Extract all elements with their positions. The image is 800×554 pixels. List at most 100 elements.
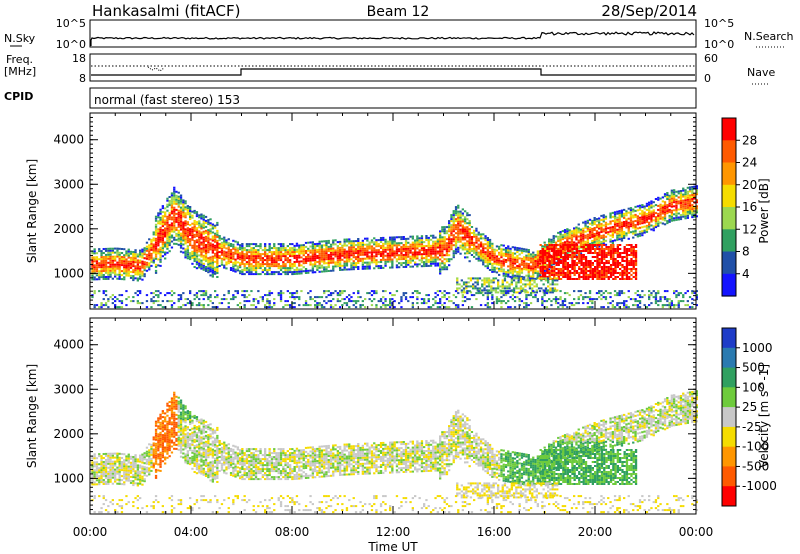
heatmap-cell — [591, 264, 594, 266]
heatmap-cell — [445, 258, 449, 261]
heatmap-cell — [507, 275, 510, 278]
heatmap-cell — [634, 230, 637, 232]
heatmap-cell — [245, 271, 249, 274]
heatmap-cell — [481, 285, 484, 288]
heatmap-cell — [350, 248, 353, 251]
heatmap-cell — [343, 254, 346, 257]
heatmap-cell — [448, 254, 451, 257]
heatmap-cell — [661, 200, 664, 203]
heatmap-cell — [439, 264, 442, 267]
heatmap-cell — [320, 270, 324, 273]
heatmap-cell — [513, 262, 517, 265]
heatmap-cell — [598, 225, 601, 228]
heatmap-cell — [461, 236, 464, 239]
heatmap-cell — [279, 298, 283, 301]
heatmap-cell — [459, 228, 462, 231]
heatmap-cell — [261, 265, 264, 268]
heatmap-cell — [207, 257, 210, 260]
heatmap-cell — [562, 256, 565, 258]
heatmap-cell — [488, 242, 492, 245]
heatmap-cell — [348, 268, 351, 271]
heatmap-cell — [118, 271, 121, 274]
heatmap-cell — [498, 267, 501, 270]
heatmap-cell — [525, 296, 528, 299]
heatmap-cell — [111, 271, 114, 274]
heatmap-cell — [486, 239, 489, 241]
heatmap-cell — [304, 304, 308, 307]
heatmap-cell — [500, 300, 503, 303]
heatmap-cell — [623, 272, 626, 274]
heatmap-cell — [454, 220, 458, 223]
heatmap-cell — [648, 211, 651, 214]
heatmap-cell — [350, 266, 353, 269]
heatmap-cell — [420, 259, 424, 262]
heatmap-cell — [389, 304, 392, 307]
heatmap-cell — [400, 258, 403, 261]
heatmap-cell — [384, 258, 387, 261]
heatmap-cell — [464, 234, 467, 237]
heatmap-cell — [661, 218, 664, 221]
heatmap-cell — [492, 277, 495, 280]
heatmap-cell — [573, 268, 576, 270]
heatmap-cell — [102, 270, 105, 272]
heatmap-cell — [173, 206, 176, 209]
heatmap-cell — [125, 258, 128, 261]
heatmap-cell — [502, 274, 505, 277]
heatmap-cell — [154, 249, 158, 252]
heatmap-cell — [584, 240, 587, 243]
heatmap-cell — [161, 239, 164, 242]
heatmap-cell — [154, 237, 158, 240]
heatmap-cell — [179, 234, 183, 237]
heatmap-cell — [555, 258, 558, 260]
heatmap-cell — [141, 270, 144, 273]
heatmap-cell — [189, 240, 192, 243]
heatmap-cell — [588, 232, 592, 235]
heatmap-cell — [582, 272, 585, 274]
heatmap-cell — [284, 265, 287, 268]
heatmap-cell — [275, 259, 278, 262]
heatmap-cell — [393, 238, 396, 241]
heatmap-cell — [98, 290, 101, 293]
heatmap-cell — [582, 268, 585, 270]
heatmap-cell — [548, 270, 551, 272]
heatmap-cell — [628, 264, 631, 266]
heatmap-cell — [214, 256, 217, 259]
heatmap-cell — [470, 226, 474, 228]
heatmap-cell — [486, 257, 489, 260]
heatmap-cell — [173, 222, 176, 225]
heatmap-cell — [616, 250, 619, 252]
heatmap-cell — [111, 294, 114, 297]
heatmap-cell — [209, 268, 212, 271]
heatmap-cell — [395, 254, 399, 257]
heatmap-cell — [100, 268, 103, 271]
heatmap-cell — [357, 268, 360, 270]
heatmap-cell — [277, 267, 280, 270]
heatmap-cell — [186, 229, 189, 232]
heatmap-cell — [513, 252, 517, 255]
heatmap-cell — [95, 278, 99, 281]
heatmap-cell — [523, 268, 526, 271]
heatmap-cell — [414, 257, 417, 260]
heatmap-cell — [532, 253, 535, 256]
heatmap-cell — [525, 258, 528, 261]
heatmap-cell — [125, 304, 128, 307]
heatmap-cell — [573, 264, 576, 266]
heatmap-cell — [686, 206, 689, 209]
heatmap-cell — [166, 292, 169, 295]
heatmap-cell — [152, 243, 155, 246]
heatmap-cell — [561, 230, 564, 233]
heatmap-cell — [193, 256, 196, 258]
heatmap-cell — [409, 296, 412, 299]
heatmap-cell — [286, 257, 289, 260]
heatmap-cell — [300, 270, 303, 273]
heatmap-cell — [366, 243, 369, 246]
heatmap-cell — [309, 261, 312, 264]
heatmap-cell — [587, 278, 590, 280]
heatmap-cell — [594, 252, 597, 254]
heatmap-cell — [589, 272, 592, 274]
heatmap-cell — [345, 240, 349, 243]
heatmap-cell — [232, 265, 235, 268]
heatmap-cell — [145, 253, 149, 256]
heatmap-cell — [641, 232, 644, 235]
heatmap-cell — [418, 245, 421, 248]
